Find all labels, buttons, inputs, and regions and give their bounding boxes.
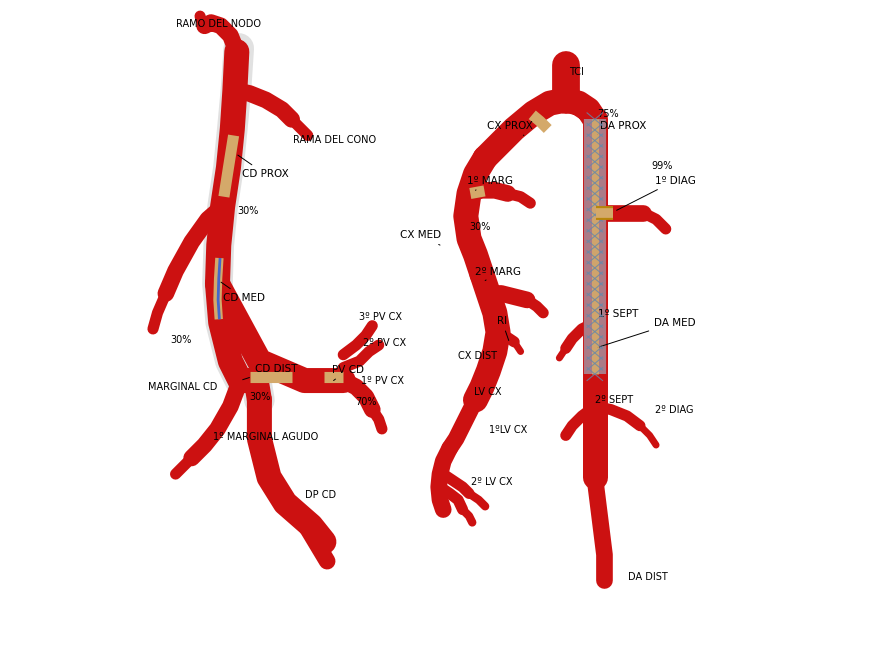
Text: 30%: 30% bbox=[469, 222, 490, 232]
Text: 99%: 99% bbox=[651, 161, 673, 172]
Text: 30%: 30% bbox=[237, 206, 258, 216]
Text: DP CD: DP CD bbox=[304, 490, 335, 501]
Text: 75%: 75% bbox=[597, 109, 619, 119]
Text: RAMA DEL CONO: RAMA DEL CONO bbox=[293, 135, 376, 145]
Text: CX PROX: CX PROX bbox=[488, 121, 533, 135]
Text: 1ºLV CX: 1ºLV CX bbox=[489, 425, 527, 435]
Text: TCI: TCI bbox=[569, 67, 583, 77]
Text: 30%: 30% bbox=[250, 392, 271, 402]
Text: RI: RI bbox=[497, 315, 509, 341]
Text: 3º PV CX: 3º PV CX bbox=[359, 312, 402, 322]
Text: LV CX: LV CX bbox=[474, 386, 502, 397]
Text: RAMO DEL NODO: RAMO DEL NODO bbox=[175, 19, 260, 29]
Text: DA MED: DA MED bbox=[598, 317, 696, 348]
Text: 2º LV CX: 2º LV CX bbox=[471, 477, 512, 488]
Text: MARGINAL CD: MARGINAL CD bbox=[149, 382, 218, 392]
Text: DA PROX: DA PROX bbox=[598, 121, 646, 135]
Text: 1º DIAG: 1º DIAG bbox=[617, 175, 696, 210]
Text: 1º MARGINAL AGUDO: 1º MARGINAL AGUDO bbox=[213, 432, 319, 442]
Text: 70%: 70% bbox=[355, 397, 377, 407]
Text: CX DIST: CX DIST bbox=[458, 351, 497, 361]
Text: 1º SEPT: 1º SEPT bbox=[595, 309, 638, 322]
Text: 2º PV CX: 2º PV CX bbox=[363, 338, 406, 348]
Text: 2º DIAG: 2º DIAG bbox=[655, 404, 693, 415]
Text: DA DIST: DA DIST bbox=[628, 572, 668, 582]
Text: 2º MARG: 2º MARG bbox=[475, 267, 522, 281]
Text: CD MED: CD MED bbox=[221, 282, 265, 303]
Text: 2º SEPT: 2º SEPT bbox=[595, 395, 633, 405]
Text: 30%: 30% bbox=[171, 335, 192, 345]
Text: CD DIST: CD DIST bbox=[243, 364, 297, 380]
Text: CX MED: CX MED bbox=[400, 230, 441, 245]
Text: 1º PV CX: 1º PV CX bbox=[362, 375, 404, 386]
Text: 1º MARG: 1º MARG bbox=[467, 175, 513, 190]
Text: PV CD: PV CD bbox=[332, 364, 363, 381]
Text: CD PROX: CD PROX bbox=[238, 155, 289, 179]
